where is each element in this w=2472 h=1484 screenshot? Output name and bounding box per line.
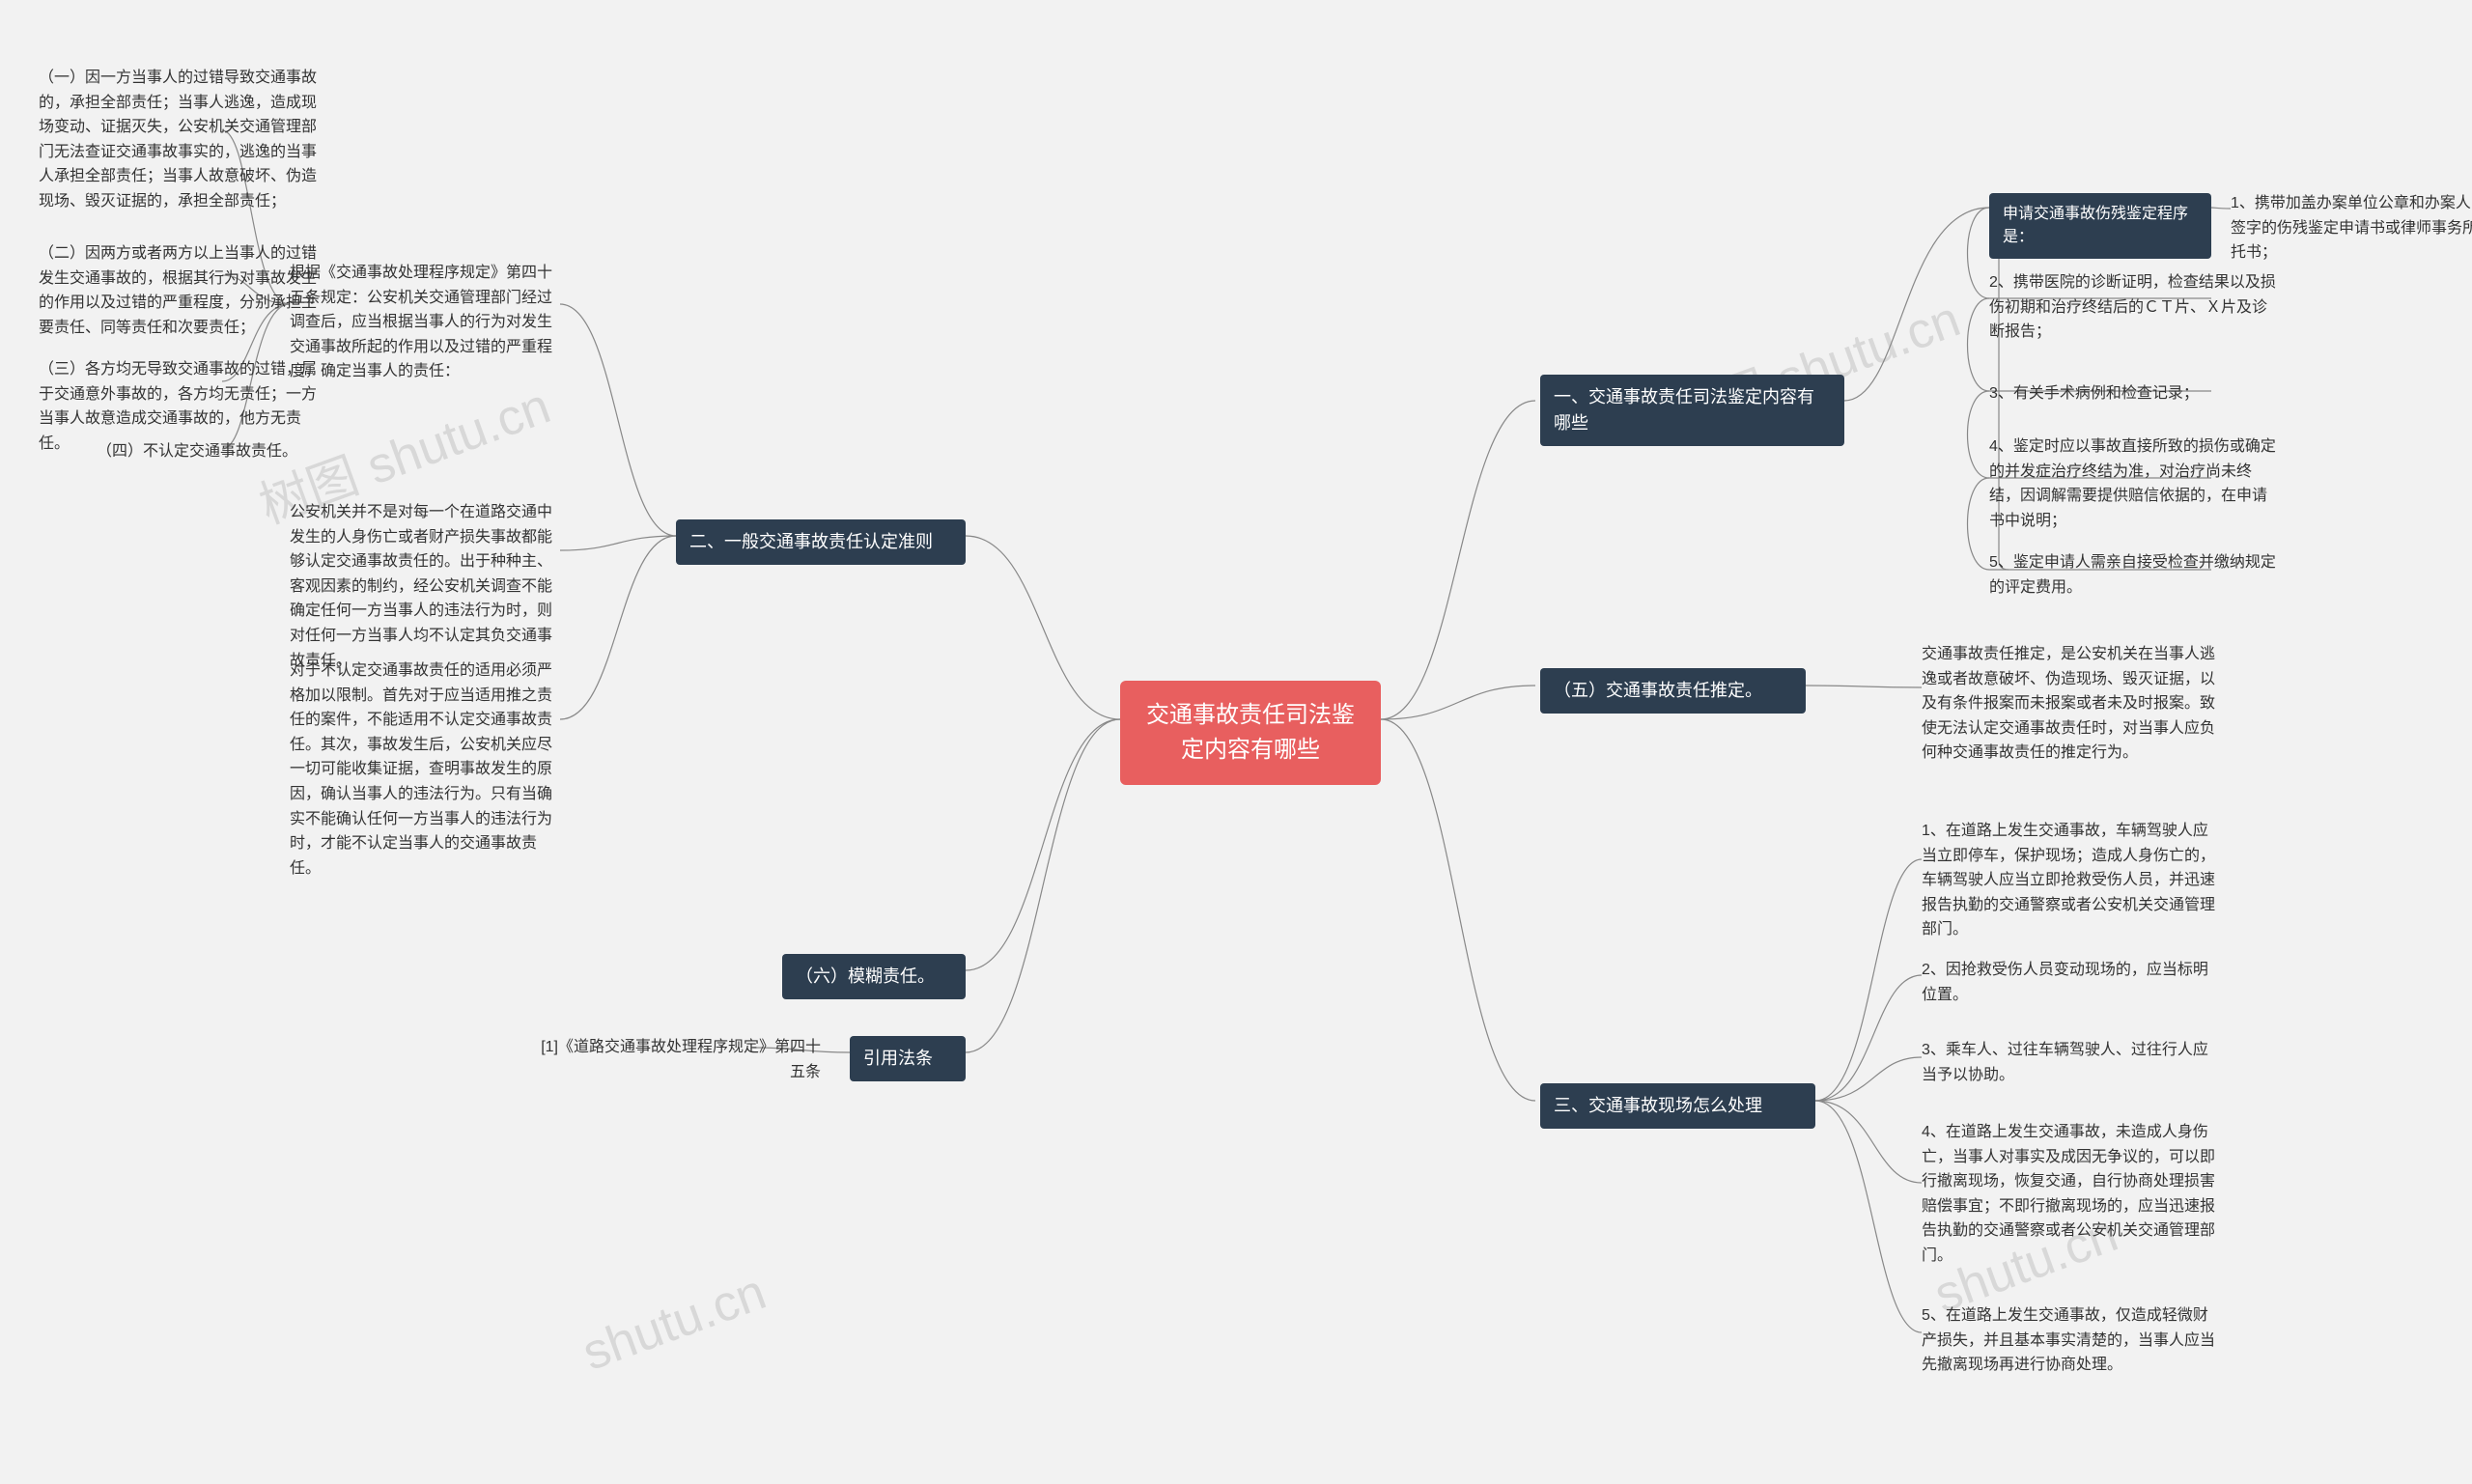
leaf: 3、乘车人、过往车辆驾驶人、过往行人应当予以协助。 <box>1922 1038 2221 1087</box>
leaf: 5、在道路上发生交通事故，仅造成轻微财产损失，并且基本事实清楚的，当事人应当先撤… <box>1922 1303 2221 1378</box>
branch-six-label: （六）模糊责任。 <box>796 966 935 986</box>
center-text: 交通事故责任司法鉴定内容有哪些 <box>1146 702 1355 763</box>
branch-two-sub: 根据《交通事故处理程序规定》第四十五条规定：公安机关交通管理部门经过调查后，应当… <box>290 261 565 384</box>
branch-three[interactable]: 三、交通事故现场怎么处理 <box>1540 1083 1815 1129</box>
leaf: 3、有关手术病例和检查记录； <box>1989 381 2279 406</box>
branch-three-label: 三、交通事故现场怎么处理 <box>1554 1096 1762 1115</box>
leaf: （一）因一方当事人的过错导致交通事故的，承担全部责任；当事人逃逸，造成现场变动、… <box>39 66 319 214</box>
branch-one-sub[interactable]: 申请交通事故伤残鉴定程序是： <box>1989 193 2211 259</box>
leaf: 4、鉴定时应以事故直接所致的损伤或确定的并发症治疗终结为准，对治疗尚未终结，因调… <box>1989 434 2279 533</box>
branch-one-sub-label: 申请交通事故伤残鉴定程序是： <box>2003 206 2188 245</box>
branch-one[interactable]: 一、交通事故责任司法鉴定内容有哪些 <box>1540 375 1844 446</box>
branch-cite[interactable]: 引用法条 <box>850 1036 966 1081</box>
leaf: 5、鉴定申请人需亲自接受检查并缴纳规定的评定费用。 <box>1989 550 2279 600</box>
leaf: （四）不认定交通事故责任。 <box>97 439 319 464</box>
leaf: 对于不认定交通事故责任的适用必须严格加以限制。首先对于应当适用推之责任的案件，不… <box>290 658 565 881</box>
branch-one-label: 一、交通事故责任司法鉴定内容有哪些 <box>1554 387 1814 433</box>
branch-five[interactable]: （五）交通事故责任推定。 <box>1540 668 1806 714</box>
leaf: 公安机关并不是对每一个在道路交通中发生的人身伤亡或者财产损失事故都能够认定交通事… <box>290 500 565 673</box>
branch-six[interactable]: （六）模糊责任。 <box>782 954 966 999</box>
leaf: （二）因两方或者两方以上当事人的过错发生交通事故的，根据其行为对事故发生的作用以… <box>39 241 319 340</box>
branch-two[interactable]: 二、一般交通事故责任认定准则 <box>676 519 966 565</box>
leaf: 2、携带医院的诊断证明，检查结果以及损伤初期和治疗终结后的ＣＴ片、Ｘ片及诊断报告… <box>1989 270 2279 345</box>
leaf: 4、在道路上发生交通事故，未造成人身伤亡，当事人对事实及成因无争议的，可以即行撤… <box>1922 1120 2221 1269</box>
leaf: 1、携带加盖办案单位公章和办案人员签字的伤残鉴定申请书或律师事务所委托书； <box>2231 191 2472 266</box>
watermark: shutu.cn <box>576 1263 773 1383</box>
branch-five-label: （五）交通事故责任推定。 <box>1554 681 1762 700</box>
leaf: 2、因抢救受伤人员变动现场的，应当标明位置。 <box>1922 958 2221 1007</box>
branch-two-label: 二、一般交通事故责任认定准则 <box>689 532 933 551</box>
leaf: [1]《道路交通事故处理程序规定》第四十五条 <box>531 1035 821 1084</box>
leaf: 1、在道路上发生交通事故，车辆驾驶人应当立即停车，保护现场；造成人身伤亡的，车辆… <box>1922 819 2221 942</box>
leaf: 交通事故责任推定，是公安机关在当事人逃逸或者故意破坏、伪造现场、毁灭证据，以及有… <box>1922 642 2221 766</box>
center-node[interactable]: 交通事故责任司法鉴定内容有哪些 <box>1120 681 1381 785</box>
branch-cite-label: 引用法条 <box>863 1049 933 1068</box>
